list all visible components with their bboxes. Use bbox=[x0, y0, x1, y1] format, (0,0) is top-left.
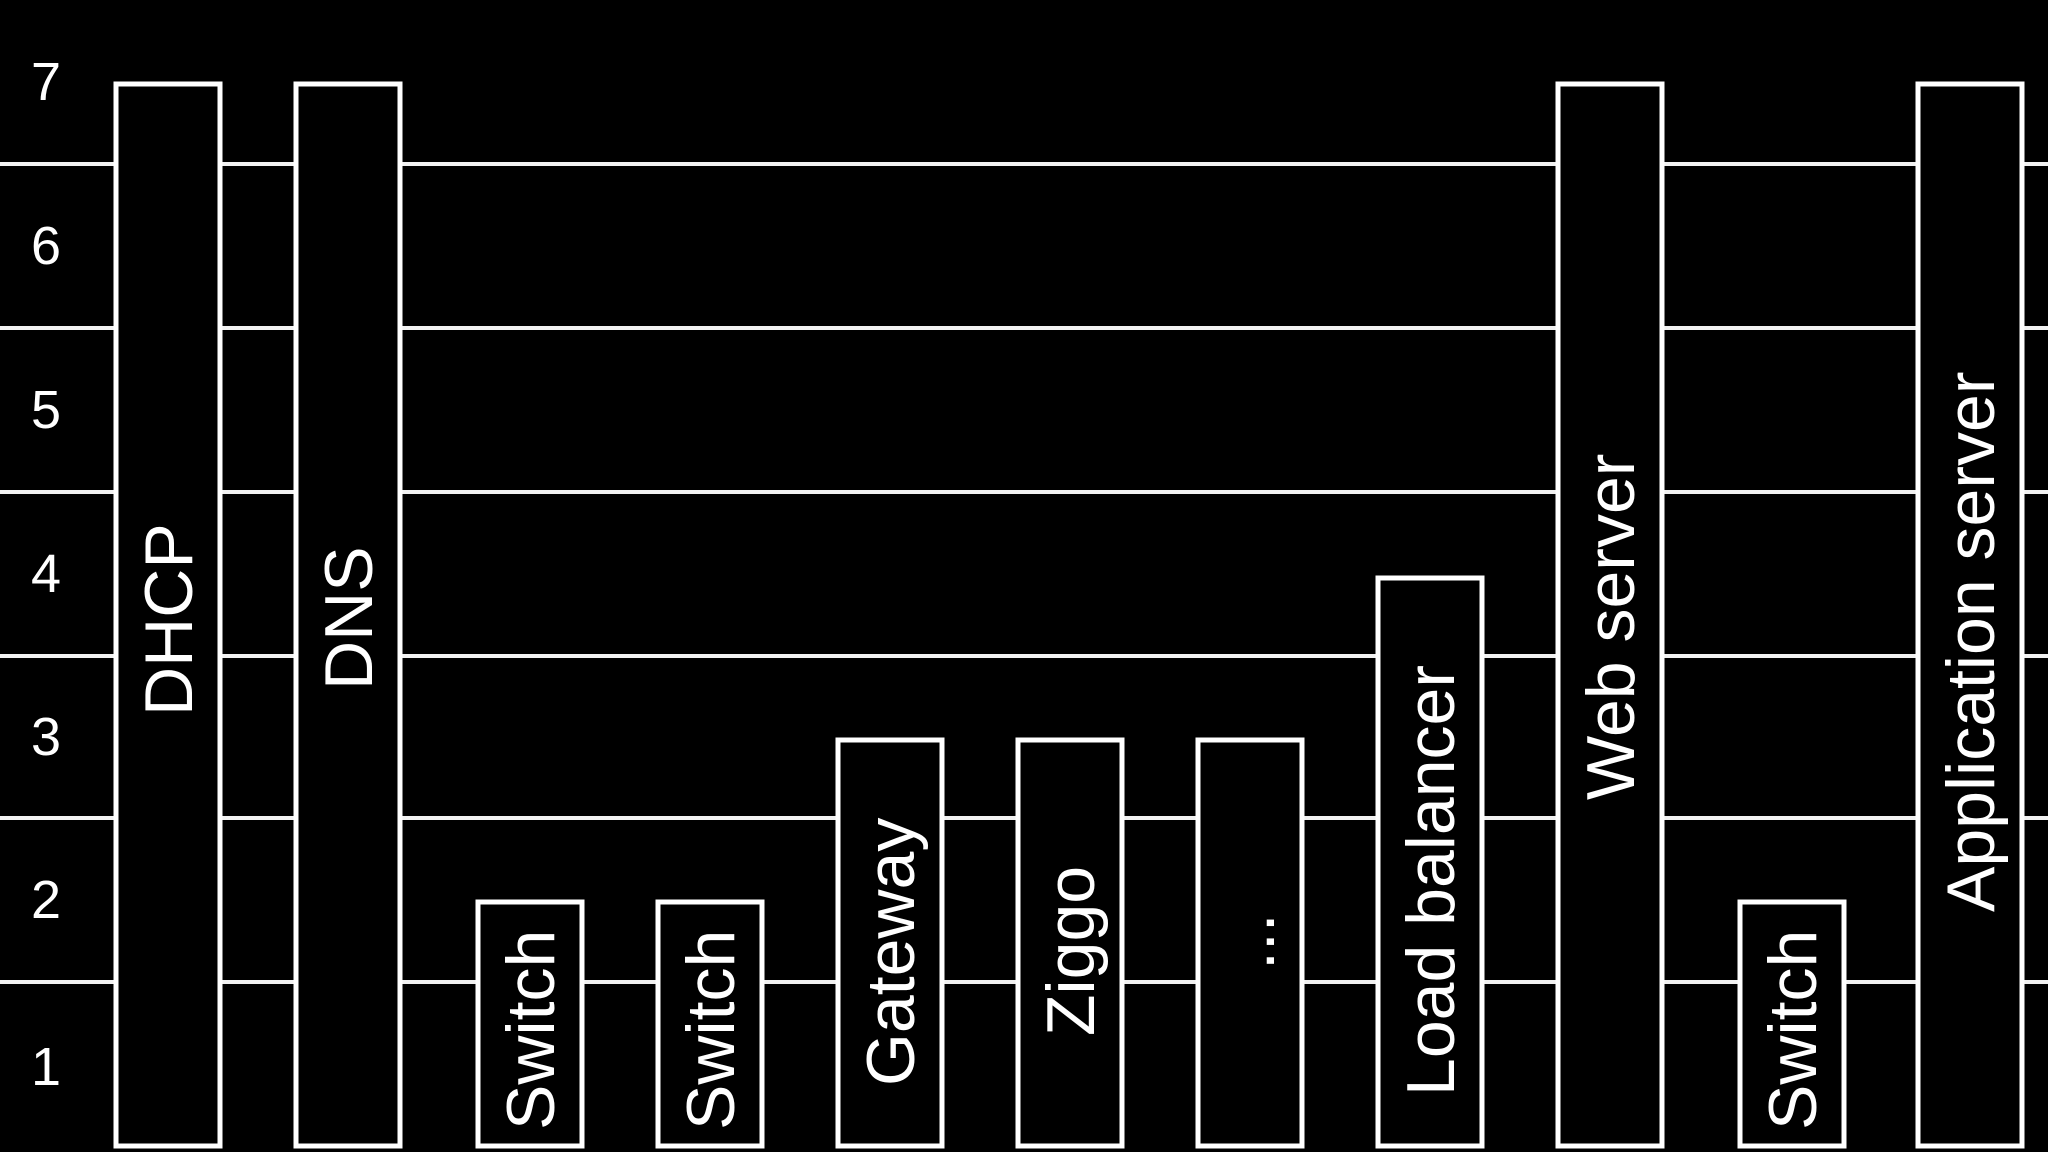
device-label: DHCP bbox=[131, 523, 207, 716]
device-label: Gateway bbox=[853, 818, 929, 1086]
layer-numbers: 1 2 3 4 5 6 7 bbox=[31, 52, 61, 1097]
device-box bbox=[1915, 81, 2025, 1149]
device-box bbox=[1195, 737, 1305, 1149]
device-label: Switch bbox=[673, 930, 749, 1130]
device-label: Switch bbox=[1755, 930, 1831, 1130]
device-column: Switch bbox=[655, 899, 765, 1149]
device-box bbox=[655, 899, 765, 1149]
device-column: Switch bbox=[1737, 899, 1847, 1149]
device-box bbox=[1375, 575, 1485, 1149]
device-box bbox=[835, 737, 945, 1149]
device-box bbox=[293, 81, 403, 1149]
device-column: Gateway bbox=[835, 737, 945, 1149]
layer-number-label: 1 bbox=[31, 1037, 61, 1097]
device-label: DNS bbox=[311, 546, 387, 690]
device-label: ... bbox=[1213, 913, 1289, 970]
device-label: Web server bbox=[1573, 454, 1649, 800]
device-label: Load balancer bbox=[1393, 665, 1469, 1096]
device-label: Ziggo bbox=[1033, 866, 1109, 1036]
device-box bbox=[113, 81, 223, 1149]
device-column: ... bbox=[1195, 737, 1305, 1149]
device-box bbox=[1015, 737, 1125, 1149]
layer-number-label: 5 bbox=[31, 380, 61, 440]
device-column: Application server bbox=[1915, 81, 2025, 1149]
layer-number-label: 7 bbox=[31, 52, 61, 112]
device-box bbox=[1555, 81, 1665, 1149]
layer-number-label: 4 bbox=[31, 544, 61, 604]
device-label: Application server bbox=[1933, 372, 2009, 912]
device-columns: DHCP DNS Switch Switch Gateway Ziggo... Load b… bbox=[113, 81, 2025, 1149]
layer-number-label: 2 bbox=[31, 870, 61, 930]
device-column: Load balancer bbox=[1375, 575, 1485, 1149]
layer-number-label: 6 bbox=[31, 216, 61, 276]
device-column: Web server bbox=[1555, 81, 1665, 1149]
device-label: Switch bbox=[493, 930, 569, 1130]
device-column: DNS bbox=[293, 81, 403, 1149]
device-box bbox=[475, 899, 585, 1149]
device-column: Switch bbox=[475, 899, 585, 1149]
layer-number-label: 3 bbox=[31, 707, 61, 767]
device-column: DHCP bbox=[113, 81, 223, 1149]
device-box bbox=[1737, 899, 1847, 1149]
device-column: Ziggo bbox=[1015, 737, 1125, 1149]
